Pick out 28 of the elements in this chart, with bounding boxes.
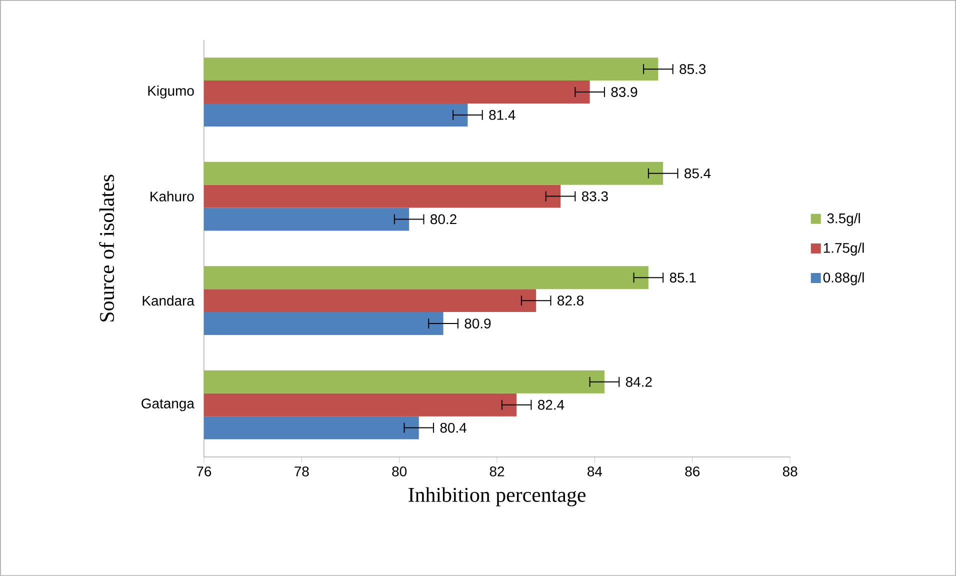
x-tick-label: 80 <box>392 466 407 476</box>
y-tick-label: Kahuro <box>150 191 194 202</box>
data-label: 80.4 <box>440 422 466 433</box>
data-label: 82.8 <box>558 296 584 306</box>
x-tick-label: 78 <box>294 466 309 476</box>
data-label: 83.3 <box>582 191 608 202</box>
data-label: 81.4 <box>489 110 516 120</box>
legend-label: 0.88g/l <box>823 272 864 286</box>
data-label: 82.4 <box>538 400 564 410</box>
legend-label: 3.5g/l <box>827 213 860 226</box>
x-tick-label: 88 <box>782 466 798 476</box>
y-tick-label: Gatanga <box>142 398 194 412</box>
y-tick-label: Kandara <box>142 295 194 306</box>
x-tick-label: 82 <box>490 466 504 476</box>
legend-label: 1.75g/l <box>824 242 864 256</box>
data-label: 85.4 <box>684 168 711 178</box>
data-label: 85.3 <box>680 64 706 74</box>
y-tick-label: Kigumo <box>148 86 194 99</box>
x-tick-label: 84 <box>588 466 602 476</box>
x-axis-title: Inhibition percentage <box>408 487 586 506</box>
data-label: 80.9 <box>464 318 491 329</box>
x-tick-label: 76 <box>196 466 212 476</box>
data-label: 85.1 <box>670 272 696 283</box>
y-axis-title: Source of isolates <box>99 174 114 322</box>
data-label: 80.2 <box>430 214 456 224</box>
x-tick-label: 86 <box>685 466 700 476</box>
data-label: 83.9 <box>611 87 638 98</box>
data-label: 84.2 <box>626 377 652 387</box>
